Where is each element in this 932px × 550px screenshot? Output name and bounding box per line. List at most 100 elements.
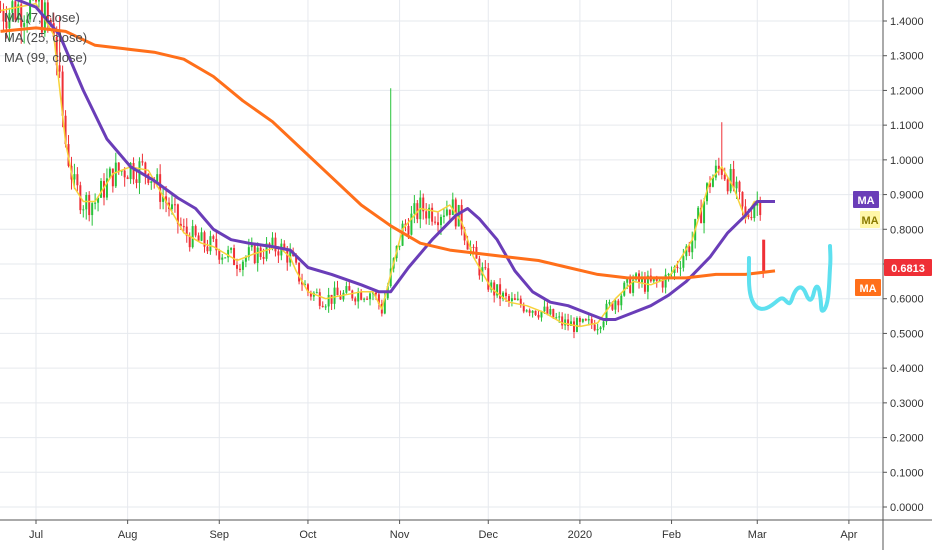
price-tag-box [860, 211, 880, 228]
candle-up [23, 23, 26, 27]
candle-down [762, 239, 766, 271]
price-tag-layer: MA MA 0.6813 MA [853, 191, 932, 296]
candle-down [688, 246, 691, 253]
price-tag-box [853, 191, 879, 208]
candle-down [484, 267, 487, 269]
candle-down [519, 298, 522, 306]
candle-down [437, 222, 440, 226]
x-tick-label: Dec [478, 529, 498, 541]
candle-up [230, 248, 233, 250]
x-tick-label: 2020 [568, 529, 592, 541]
candle-down [448, 209, 451, 215]
candle-down [5, 21, 8, 29]
candle-down [463, 229, 466, 241]
candle-up [439, 216, 442, 226]
candle-down [102, 181, 105, 198]
last-price-tag[interactable]: 0.6813 [884, 259, 932, 276]
candle-down [422, 197, 425, 212]
y-tick-label: 1.4000 [890, 16, 924, 28]
x-tick-label: Feb [662, 529, 681, 541]
candle-up [549, 309, 552, 315]
candle-up [256, 247, 259, 264]
candle-up [682, 256, 685, 268]
candle-down [58, 65, 61, 72]
x-tick-label: Mar [748, 529, 767, 541]
candle-up [626, 277, 629, 283]
projection-squiggle [746, 244, 833, 313]
candle-down [528, 310, 531, 313]
candle-up [620, 295, 623, 306]
candle-down [295, 256, 298, 263]
ma-price-tag[interactable]: MA [853, 191, 879, 208]
x-tick-label: Oct [299, 529, 316, 541]
candle-up [685, 246, 688, 257]
candle-up [555, 317, 558, 319]
candle-down [472, 246, 475, 248]
candle-up [652, 278, 655, 282]
candle-up [581, 319, 584, 322]
candle-down [611, 302, 614, 310]
candle-down [513, 298, 516, 300]
ma-price-tag[interactable]: MA [855, 279, 881, 296]
candle-up [632, 279, 635, 293]
legend-entry-ma99[interactable]: MA (99, close) [4, 50, 88, 65]
y-tick-label: 0.4000 [890, 363, 924, 375]
legend-entry-ma7[interactable]: MA (7, close) [4, 10, 80, 25]
candle-down [194, 226, 197, 236]
candle-down [318, 292, 321, 306]
candle-up [413, 203, 416, 214]
candle-up [383, 298, 386, 314]
projection-layer [746, 244, 833, 313]
y-tick-label: 0.0000 [890, 502, 924, 514]
candle-down [741, 191, 744, 207]
candle-up [445, 209, 448, 216]
candle-up [357, 291, 360, 302]
candle-down [185, 226, 188, 236]
ma-price-tag[interactable]: MA [860, 211, 880, 228]
candle-up [26, 19, 29, 24]
candle-down [723, 174, 726, 180]
y-tick-label: 0.1000 [890, 467, 924, 479]
y-tick-label: 0.5000 [890, 328, 924, 340]
candle-up [697, 207, 700, 220]
candle-down [309, 292, 312, 297]
candle-up [97, 197, 100, 203]
candle-down [552, 309, 555, 319]
candle-down [339, 295, 342, 300]
x-tick-label: Apr [840, 529, 857, 541]
candle-down [546, 306, 549, 315]
candle-down [434, 221, 437, 223]
x-tick-label: Nov [390, 529, 410, 541]
candle-down [708, 183, 711, 187]
candle-up [114, 162, 117, 187]
candle-down [466, 240, 469, 250]
candle-up [442, 215, 445, 217]
x-tick-label: Sep [209, 529, 229, 541]
candle-down [460, 205, 463, 230]
candle-up [605, 303, 608, 322]
ma-line-ma25 [13, 0, 775, 321]
candle-up [241, 261, 244, 270]
candle-up [324, 306, 327, 308]
y-tick-label: 1.2000 [890, 85, 924, 97]
candle-down [336, 287, 339, 296]
candle-up [602, 321, 605, 328]
candle-down [159, 174, 162, 202]
candle-down [206, 246, 209, 252]
candle-down [366, 298, 369, 300]
candle-down [233, 248, 236, 265]
candle-up [753, 205, 756, 219]
candle-down [301, 281, 304, 285]
candle-down [203, 232, 206, 247]
candle-down [61, 71, 64, 116]
legend-entry-ma25[interactable]: MA (25, close) [4, 30, 88, 45]
candle-down [407, 225, 410, 235]
candle-down [561, 316, 564, 326]
candle-down [717, 165, 720, 169]
candle-up [640, 277, 643, 283]
candle-up [428, 207, 431, 219]
candle-up [735, 181, 738, 189]
candle-down [537, 314, 540, 318]
candle-down [348, 286, 351, 291]
